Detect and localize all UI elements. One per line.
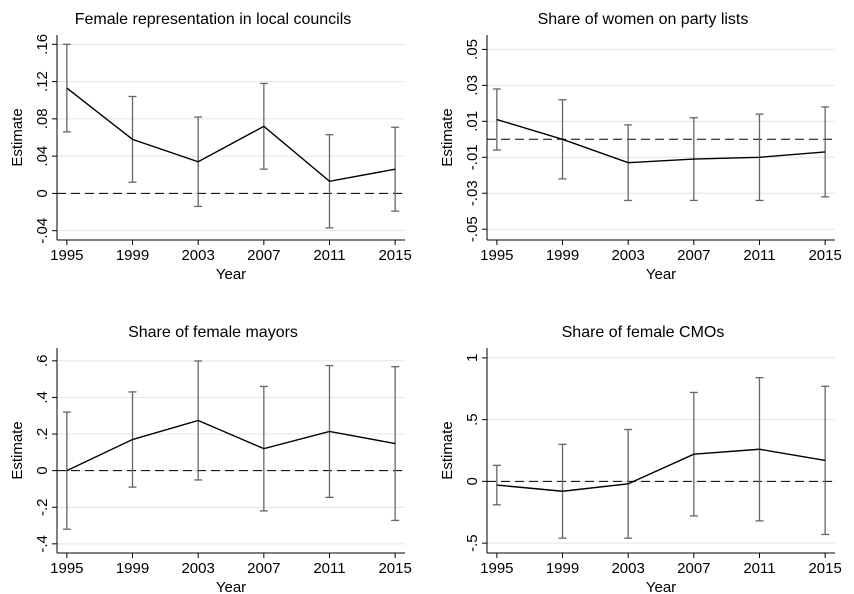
panel-title: Share of women on party lists (538, 11, 749, 28)
y-axis-label: Estimate (439, 108, 456, 166)
x-tick-label: 1999 (546, 560, 579, 577)
y-tick-label: -.05 (464, 216, 481, 242)
x-tick-label: 2003 (181, 560, 214, 577)
y-tick-label: -.03 (464, 180, 481, 206)
x-tick-label: 2015 (808, 247, 841, 264)
x-tick-label: 2003 (181, 247, 214, 264)
y-tick-label: 1 (464, 354, 481, 362)
x-tick-label: 2011 (743, 560, 775, 577)
x-tick-label: 2015 (808, 560, 841, 577)
estimate-line (496, 448, 826, 492)
y-tick-label: 0 (34, 466, 51, 474)
x-tick-label: 1995 (480, 560, 513, 577)
x-tick-label: 1995 (480, 247, 513, 264)
panel-title: Share of female mayors (128, 324, 298, 341)
x-tick-label: 2015 (378, 247, 411, 264)
x-tick-label: 2007 (677, 247, 710, 264)
y-tick-label: .05 (464, 39, 481, 60)
x-tick-label: 1995 (50, 560, 83, 577)
x-tick-label: 2007 (247, 560, 280, 577)
x-axis-label: Year (646, 579, 676, 594)
y-tick-label: -.04 (34, 218, 51, 244)
y-tick-label: .2 (34, 428, 51, 441)
x-axis-label: Year (646, 266, 676, 283)
x-tick-label: 2015 (378, 560, 411, 577)
x-tick-label: 1999 (116, 560, 149, 577)
x-tick-label: 1999 (546, 247, 579, 264)
y-tick-label: .01 (464, 111, 481, 132)
y-tick-label: .04 (34, 146, 51, 167)
x-tick-label: 2007 (677, 560, 710, 577)
y-tick-label: .5 (464, 413, 481, 426)
estimate-line (66, 419, 396, 472)
x-tick-label: 2011 (313, 560, 345, 577)
y-tick-label: -.5 (464, 534, 481, 552)
y-tick-label: .6 (34, 355, 51, 368)
panel-title: Female representation in local councils (75, 11, 352, 28)
x-tick-label: 2003 (611, 560, 644, 577)
panel-title: Share of female CMOs (562, 324, 725, 341)
y-tick-label: -.01 (464, 144, 481, 170)
y-axis-label: Estimate (9, 108, 26, 166)
y-tick-label: .08 (34, 108, 51, 129)
estimate-line (66, 87, 396, 183)
y-axis-label: Estimate (9, 421, 26, 479)
y-tick-label: 0 (464, 477, 481, 485)
x-tick-label: 2007 (247, 247, 280, 264)
x-tick-label: 2003 (611, 247, 644, 264)
x-axis-label: Year (216, 579, 246, 594)
y-tick-label: -.4 (34, 535, 51, 553)
y-tick-label: -.2 (34, 498, 51, 516)
y-tick-label: 0 (34, 189, 51, 197)
x-axis-label: Year (216, 266, 246, 283)
y-tick-label: .4 (34, 391, 51, 404)
x-tick-label: 1995 (50, 247, 83, 264)
y-tick-label: .03 (464, 75, 481, 96)
estimate-line (496, 118, 826, 164)
x-tick-label: 1999 (116, 247, 149, 264)
x-tick-label: 2011 (313, 247, 345, 264)
y-tick-label: .12 (34, 71, 51, 92)
y-axis-label: Estimate (439, 421, 456, 479)
x-tick-label: 2011 (743, 247, 775, 264)
y-tick-label: .16 (34, 34, 51, 55)
